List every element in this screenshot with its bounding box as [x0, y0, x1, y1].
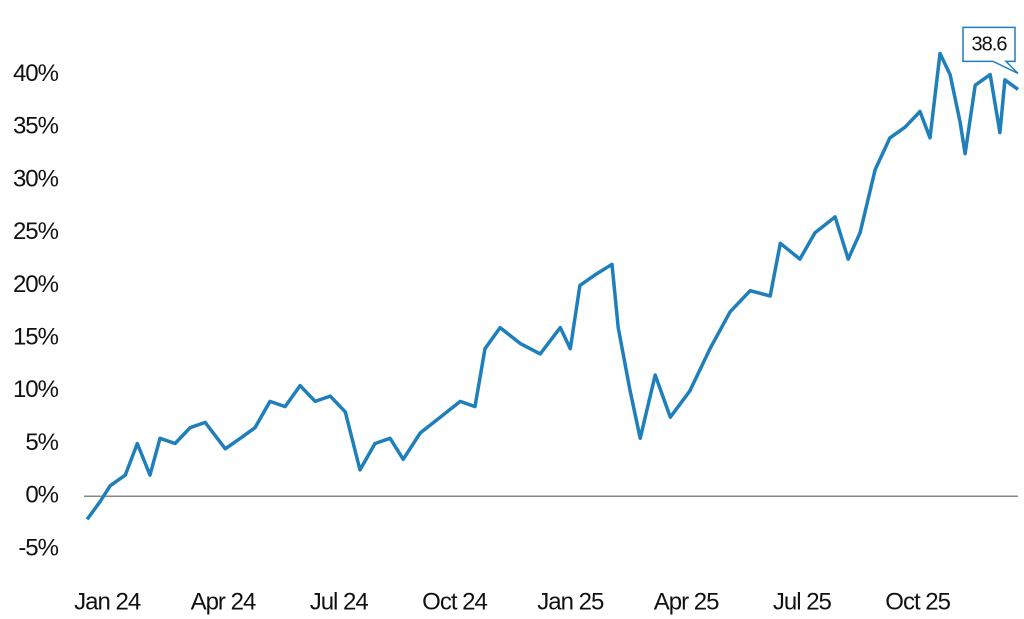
x-tick-label: Apr 24	[191, 588, 256, 615]
y-tick-label: 40%	[13, 60, 59, 87]
y-tick-label: 15%	[13, 323, 59, 350]
annotation-box	[962, 26, 1019, 75]
y-tick-label: 20%	[13, 271, 59, 298]
annotation: 38.6	[972, 34, 1008, 56]
x-tick-label: Apr 25	[654, 588, 719, 615]
y-tick-label: 30%	[13, 165, 59, 192]
y-tick-label: 35%	[13, 113, 59, 140]
x-tick-label: Oct 25	[885, 588, 950, 615]
line-series	[85, 51, 1020, 521]
y-tick-label: -5%	[18, 534, 58, 561]
x-tick-label: Jan 24	[74, 588, 141, 615]
x-tick-label: Jul 24	[310, 588, 369, 615]
y-tick-label: 10%	[13, 376, 59, 403]
y-tick-label: 25%	[13, 218, 59, 245]
x-tick-label: Jan 25	[537, 588, 604, 615]
y-tick-label: 5%	[25, 429, 58, 456]
x-tick-label: Oct 24	[422, 588, 487, 615]
x-tick-label: Jul 25	[773, 588, 832, 615]
y-tick-label: 0%	[25, 482, 58, 509]
